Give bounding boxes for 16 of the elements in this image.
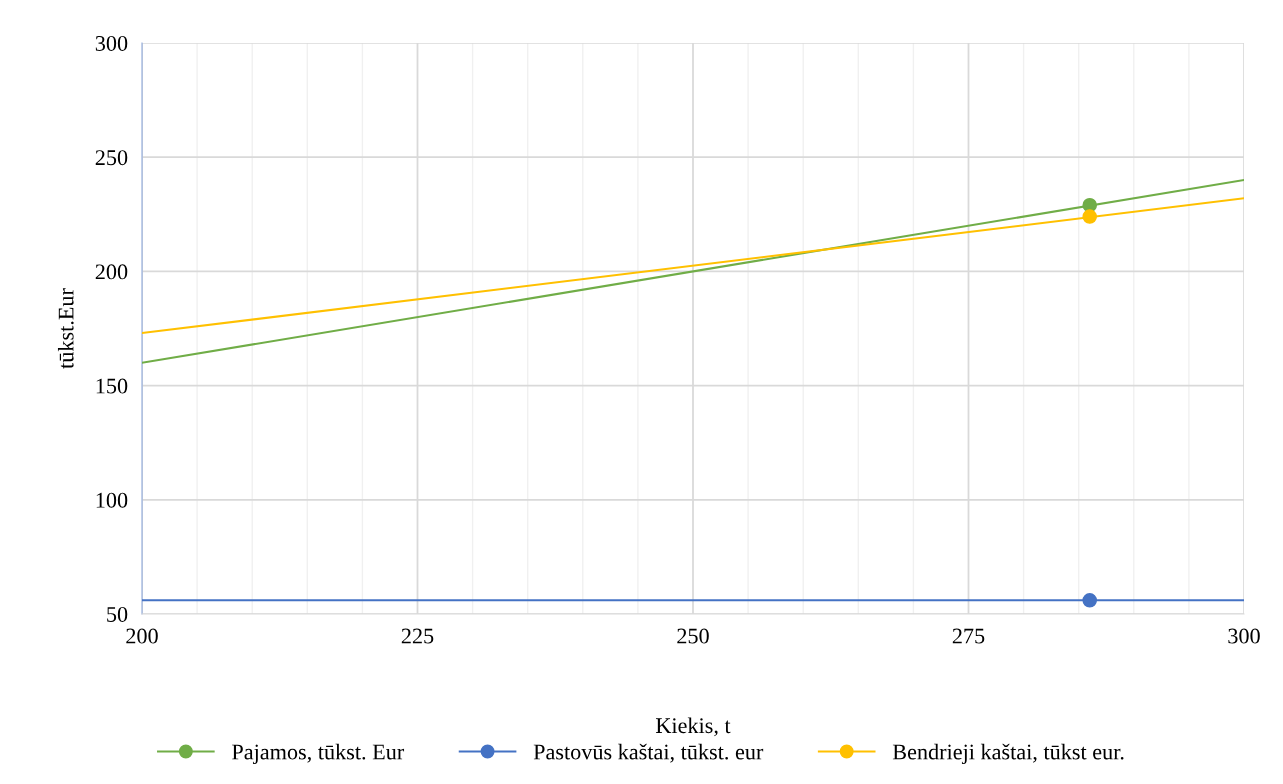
y-tick-label: 50 xyxy=(107,606,128,622)
x-tick-label: 300 xyxy=(1228,628,1260,644)
y-tick-label: 100 xyxy=(96,492,128,508)
y-tick-label: 200 xyxy=(95,264,128,280)
y-tick-label: 300 xyxy=(95,35,128,51)
x-tick-label: 275 xyxy=(952,628,985,644)
x-tick-label: 200 xyxy=(126,628,158,644)
y-axis-title: tūkst.Eur xyxy=(57,288,74,369)
legend-label: Pastovūs kaštai, tūkst. eur xyxy=(533,743,764,763)
y-tick-label: 250 xyxy=(95,150,128,166)
x-axis-title: Kiekis, t xyxy=(655,717,731,737)
y-tick-label: 150 xyxy=(96,378,128,394)
legend-label: Bendrieji kaštai, tūkst eur. xyxy=(892,743,1124,764)
legend-label: Pajamos, tūkst. Eur xyxy=(232,743,405,764)
x-tick-label: 250 xyxy=(677,628,709,644)
x-tick-label: 225 xyxy=(401,628,434,644)
